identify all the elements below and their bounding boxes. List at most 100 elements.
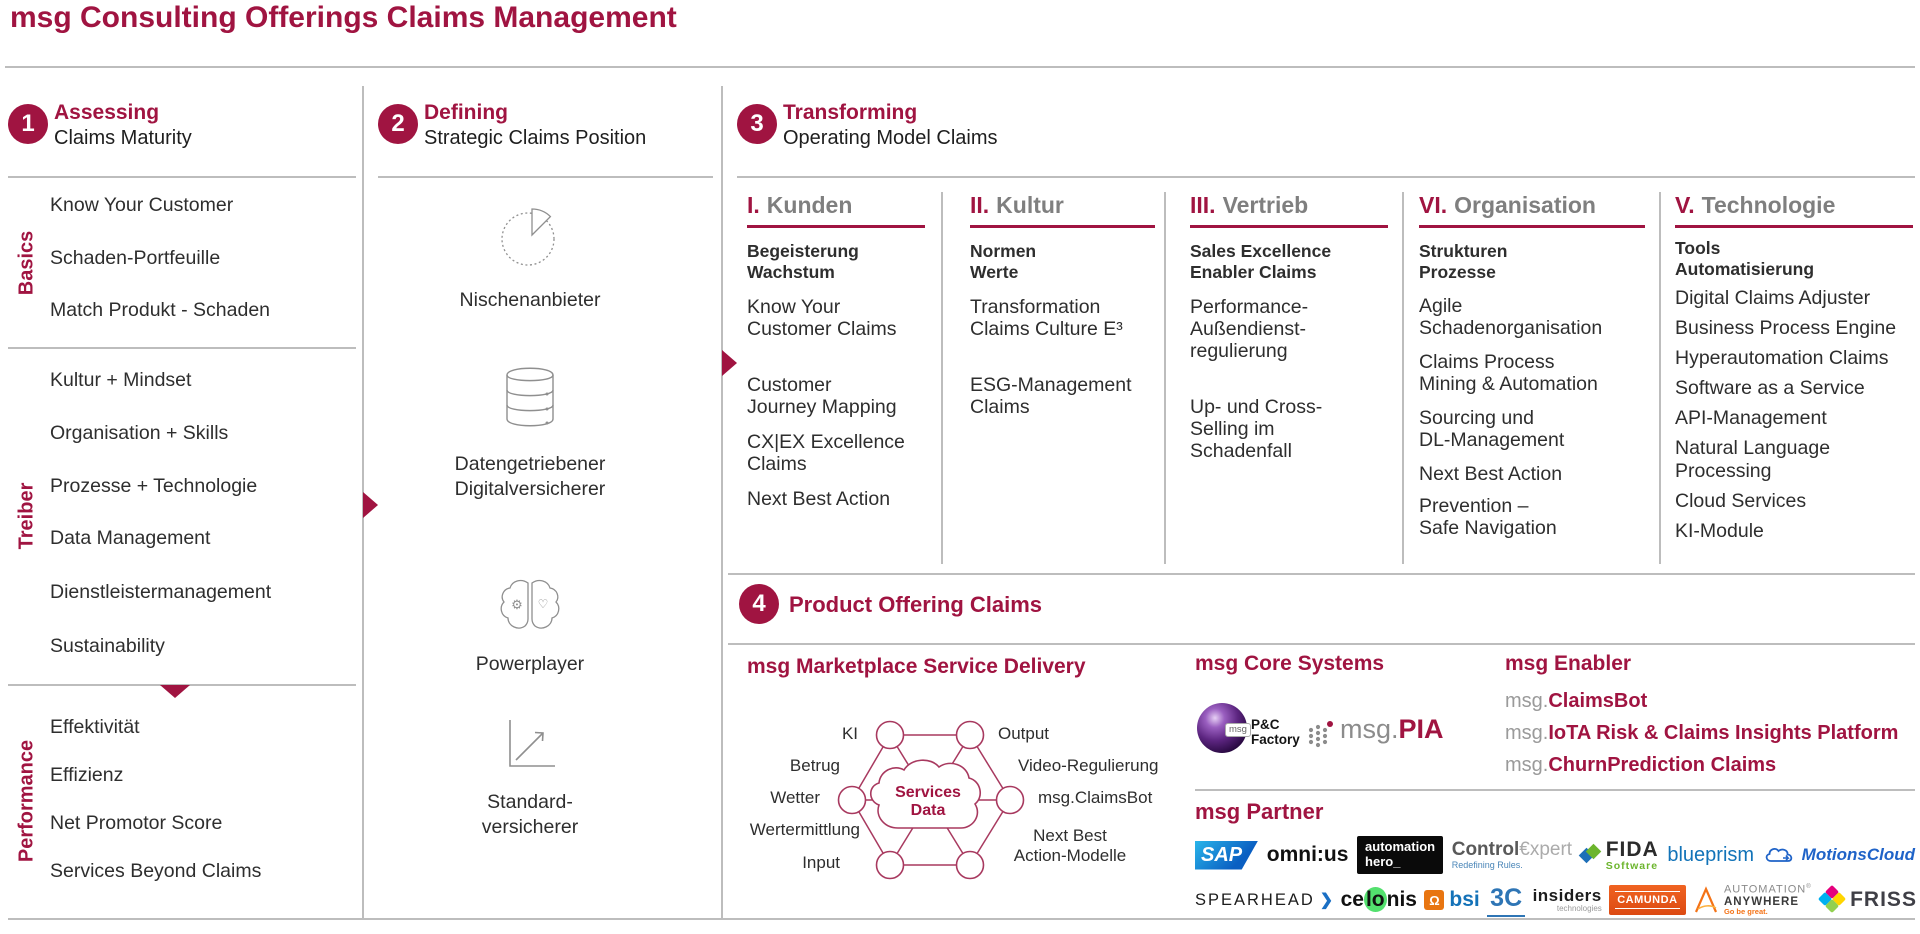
partner-logo-automation-anywhere: AUTOMATION® ANYWHERE Go be great. [1693,884,1812,916]
enabler-prefix: msg. [1505,754,1549,776]
assessing-header-rule [8,176,356,178]
pnc-factory-label: P&C Factory [1251,717,1300,747]
offering-item: Hyperautomation Claims [1675,347,1889,369]
step-4-badge: 4 [739,584,779,624]
sec3-sec4-divider [728,573,1915,575]
column-underline [1190,225,1388,228]
offering-item: Cloud Services [1675,490,1807,512]
partner-logo-friss: FRISS [1818,884,1917,914]
celonis-post: nis [1386,888,1417,911]
partner-logo-sap: SAP [1195,840,1259,870]
column-numeral: I. [747,192,760,218]
offering-item: Transformation Claims Culture E³ [970,296,1123,341]
column-lead: Tools Automatisierung [1675,238,1815,279]
section-defining-title: Defining [424,101,508,124]
arrow-right-icon [722,350,737,376]
column-underline [1675,225,1913,228]
pia-dots-icon [1308,721,1333,748]
celonis-blob: lo [1363,887,1387,912]
partner-logo-spearhead: SPEARHEAD ❯ [1195,890,1333,910]
network-label: KI [841,724,858,743]
network-node [875,720,905,750]
section-assessing-title: Assessing [54,101,160,124]
column-divider [1659,192,1661,564]
insiders-sub: technologies [1556,904,1602,913]
arrow-right-icon [363,492,378,518]
enabler-item: msg.ClaimsBot [1505,690,1647,713]
strategy-option-label: Datengetriebener Digitalversicherer [454,453,606,500]
partner-title: msg Partner [1195,799,1324,824]
network-label: Next Best Action-Modelle [1013,826,1127,865]
partner-logo-insiders: insiders technologies [1533,887,1602,913]
aa-line1: AUTOMATION [1723,883,1807,896]
maturity-item: Sustainability [50,635,165,657]
column-divider [941,192,943,564]
column-numeral: II. [970,192,990,218]
sap-logo: SAP [1195,840,1259,870]
column-title: Kunden [766,192,853,218]
column-divider [1402,192,1404,564]
partner-logo-3c: 3C [1487,884,1526,917]
column-numeral: III. [1190,192,1216,218]
cloud-icon [869,759,982,829]
strategy-option-powerplayer: ⚙ ♡ [380,575,680,640]
enabler-title: msg Enabler [1505,652,1632,675]
core-systems-title: msg Core Systems [1195,652,1385,675]
partner-logo-celonis: celonis [1341,887,1417,912]
brain-icon: ⚙ ♡ [500,579,560,629]
database-icon [506,367,554,427]
strategy-option-standard [380,718,680,777]
maturity-item: Know Your Customer [50,194,234,216]
maturity-item: Dienstleistermanagement [50,581,272,603]
strategy-option-datengetrieben [380,365,680,436]
column-lead: Strukturen Prozesse [1419,241,1508,282]
maturity-item: Data Management [50,527,211,549]
partner-divider [1195,789,1915,791]
step-number: 3 [750,110,764,137]
bsi-name: bsi [1449,888,1480,911]
maturity-item: Schaden-Portfeuille [50,247,221,269]
network-node [955,850,985,880]
offering-item: Know Your Customer Claims [747,296,897,341]
column-underline [970,225,1155,228]
cloud-label-line2: Data [911,802,946,819]
automation-hero-line1: automation [1365,839,1436,855]
step-number: 1 [21,110,35,137]
partner-logo-fida: FIDA Software [1578,837,1659,872]
group-label-basics: Basics [15,230,38,296]
arrow-down-icon [160,685,190,698]
top-divider [5,66,1915,68]
network-label: Input [802,853,840,872]
offering-item: Natural Language Processing [1675,437,1831,482]
fida-diamond-icon [1578,843,1601,865]
step-3-badge: 3 [737,104,777,144]
enabler-name: IoTA Risk & Claims Insights Platform [1548,722,1899,744]
friss-pinwheel-icon [1818,884,1847,914]
column-title: Organisation [1454,192,1596,218]
network-node [995,785,1025,815]
column-title: Vertrieb [1222,192,1309,218]
step-number: 2 [391,110,405,137]
aa-line2: ANYWHERE [1723,896,1800,909]
fida-sub: Software [1605,859,1659,872]
control-expert-part2: €xpert [1519,839,1573,860]
heart-icon: ♡ [538,597,549,611]
fida-name: FIDA [1605,837,1659,861]
group-label-performance: Performance [15,739,38,863]
section-transforming-subtitle: Operating Model Claims [783,127,998,149]
network-label: Betrug [789,756,840,775]
offering-item: Sourcing und DL-Management [1419,407,1565,452]
msg-pill-label: msg [1225,723,1251,737]
cloud-label-line1: Services [895,784,961,801]
pia-name: PIA [1398,714,1444,744]
gear-icon: ⚙ [511,597,523,612]
column-underline [1419,225,1645,228]
marketplace-title: msg Marketplace Service Delivery [747,655,1086,678]
partner-logo-control-expert: Control€xpert Redefining Rules. [1452,840,1572,870]
basics-treiber-divider [8,347,356,349]
column-title: Kultur [996,192,1064,218]
strategy-option-label: Nischenanbieter [459,289,601,311]
transforming-column-kunden: I. Kunden Begeisterung Wachstum Know Your… [747,192,933,510]
network-node [875,850,905,880]
